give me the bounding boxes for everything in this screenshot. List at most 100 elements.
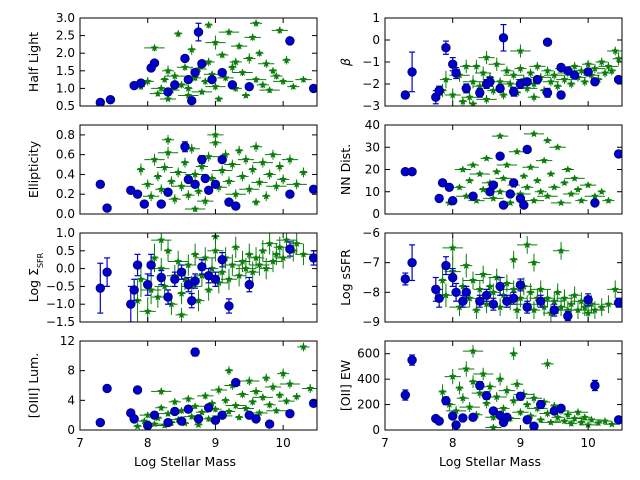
circle-point <box>448 195 458 206</box>
star-point <box>534 187 547 196</box>
star-point <box>163 240 173 262</box>
star-point <box>466 160 480 169</box>
ylabel-main: Half Light <box>26 32 41 92</box>
circle-point <box>515 391 526 402</box>
ylabel: [OII] EW <box>338 360 353 411</box>
star-point <box>510 44 531 58</box>
circle-point <box>448 411 458 421</box>
circle-point <box>488 180 499 190</box>
star-marker <box>163 246 173 255</box>
star-marker <box>191 401 200 410</box>
circle-point <box>244 81 254 92</box>
star-point <box>295 75 312 84</box>
star-marker <box>536 285 545 293</box>
star-marker <box>553 81 562 90</box>
star-point <box>514 64 527 73</box>
star-marker <box>600 416 610 425</box>
xtick-label: 7 <box>76 436 84 450</box>
star-point <box>214 94 223 103</box>
star-marker <box>231 189 240 198</box>
star-point <box>261 233 278 255</box>
star-marker <box>573 305 583 314</box>
star-point <box>241 91 250 99</box>
star-point <box>469 169 490 178</box>
circle-marker <box>532 74 543 85</box>
panel-oii-ew: 7 8 9 10 0 200 400 600 [OII] EW <box>338 340 623 450</box>
circle-point <box>407 167 417 177</box>
circle-marker <box>217 67 227 78</box>
circle-marker <box>176 267 187 277</box>
circle-marker <box>105 94 116 105</box>
star-marker <box>458 282 467 290</box>
circle-point <box>563 66 573 76</box>
circle-point <box>203 403 214 413</box>
circle-marker <box>451 420 461 430</box>
star-marker <box>448 243 457 252</box>
circle-point <box>217 154 227 165</box>
star-marker <box>268 257 278 265</box>
circle-point <box>488 297 499 311</box>
star-marker <box>604 196 613 205</box>
star-marker <box>218 50 227 59</box>
star-marker <box>211 130 220 139</box>
circle-marker <box>508 293 519 303</box>
circle-point <box>407 51 417 93</box>
circle-point <box>583 293 593 307</box>
star-marker <box>496 131 505 140</box>
circle-marker <box>400 90 411 100</box>
star-marker <box>268 382 278 391</box>
ylabel-main: [OIII] Lum. <box>26 353 41 418</box>
star-marker <box>455 182 464 191</box>
star-marker <box>509 285 518 293</box>
star-point <box>167 176 176 187</box>
star-point <box>527 92 541 102</box>
star-marker <box>228 160 237 169</box>
panel-frame <box>79 124 318 215</box>
circle-point <box>190 273 200 289</box>
star-point <box>224 366 234 376</box>
star-marker <box>174 168 183 176</box>
circle-marker <box>308 253 317 263</box>
star-point <box>275 390 284 399</box>
star-marker <box>228 260 237 269</box>
star-point <box>523 129 545 138</box>
circle-marker <box>407 355 417 365</box>
star-marker <box>272 181 281 190</box>
star-marker <box>492 392 501 401</box>
circle-marker <box>583 67 593 77</box>
star-marker <box>204 20 213 29</box>
circle-point <box>532 74 543 85</box>
circle-point <box>400 90 411 100</box>
ytick-label: 0 <box>372 33 380 47</box>
star-point <box>541 358 554 369</box>
star-point <box>475 66 492 80</box>
star-point <box>472 59 481 73</box>
star-point <box>509 395 518 406</box>
circle-point <box>200 173 210 184</box>
circle-point <box>190 347 200 357</box>
circle-point <box>481 288 492 302</box>
circle-point <box>95 179 106 190</box>
star-point <box>266 406 287 415</box>
circle-marker <box>264 419 275 429</box>
circle-point <box>613 415 622 425</box>
ylabel-main: Log sSFR <box>338 249 353 306</box>
xtick-label: 9 <box>517 436 525 450</box>
star-point <box>258 59 275 68</box>
circle-point <box>190 179 200 190</box>
star-marker <box>251 18 261 27</box>
star-marker <box>590 305 600 314</box>
star-point <box>566 414 583 423</box>
star-point <box>205 82 226 91</box>
star-marker <box>465 293 474 302</box>
star-point <box>584 191 606 200</box>
circle-point <box>136 78 146 88</box>
star-point <box>235 413 244 421</box>
circle-point <box>105 94 116 105</box>
star-marker <box>150 253 159 262</box>
circle-point <box>183 174 194 185</box>
circle-marker <box>441 396 451 406</box>
star-marker <box>262 373 271 382</box>
star-point <box>277 368 290 379</box>
star-point <box>439 70 453 89</box>
